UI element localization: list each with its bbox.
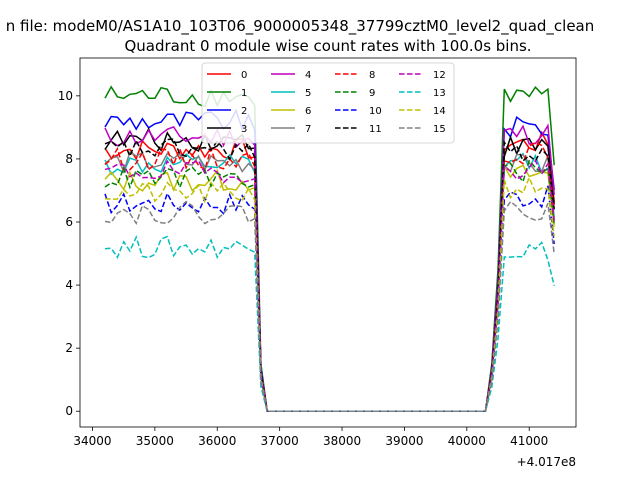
y-tick-label: 4 — [65, 278, 73, 292]
series-line-5 — [104, 152, 555, 412]
series-line-2 — [104, 108, 555, 412]
legend-label-7: 7 — [305, 124, 311, 135]
legend-label-9: 9 — [369, 88, 375, 99]
series-line-3 — [104, 127, 555, 412]
series-line-8 — [104, 141, 555, 412]
legend-label-5: 5 — [305, 88, 311, 99]
x-tick-label: 35000 — [136, 434, 174, 448]
y-tick-label: 2 — [65, 341, 73, 355]
y-tick-label: 0 — [65, 404, 73, 418]
legend-label-10: 10 — [369, 106, 382, 117]
x-tick-label: 37000 — [261, 434, 299, 448]
figure-suptitle: n file: modeM0/AS1A10_103T06_9000005348_… — [6, 17, 595, 36]
legend-box — [201, 62, 455, 144]
x-tick-label: 40000 — [448, 434, 486, 448]
series-line-11 — [104, 138, 555, 412]
legend-label-3: 3 — [241, 124, 247, 135]
y-tick-label: 8 — [65, 152, 73, 166]
legend-label-6: 6 — [305, 106, 311, 117]
y-axis: 0 2 4 6 8 10 — [58, 89, 80, 418]
series-line-13 — [104, 235, 555, 412]
legend-label-8: 8 — [369, 70, 375, 81]
y-tick-label: 10 — [58, 89, 73, 103]
x-tick-label: 36000 — [198, 434, 236, 448]
x-tick-label: 39000 — [385, 434, 423, 448]
legend-label-2: 2 — [241, 106, 247, 117]
series-line-14 — [104, 175, 555, 412]
legend-label-11: 11 — [369, 124, 382, 135]
legend-label-14: 14 — [433, 106, 446, 117]
series-line-0 — [104, 130, 555, 412]
x-axis: 34000 35000 36000 37000 38000 39000 40000 41000 — [73, 427, 548, 448]
legend-label-13: 13 — [433, 88, 446, 99]
legend-label-15: 15 — [433, 124, 446, 135]
series-line-7 — [104, 151, 555, 412]
series-line-15 — [104, 200, 555, 412]
x-tick-label: 34000 — [73, 434, 111, 448]
chart-title: Quadrant 0 module wise count rates with … — [124, 37, 531, 55]
legend-label-1: 1 — [241, 88, 247, 99]
x-offset-label: +4.017e8 — [517, 455, 576, 469]
x-tick-label: 38000 — [323, 434, 361, 448]
x-tick-label: 41000 — [510, 434, 548, 448]
legend-label-0: 0 — [241, 70, 247, 81]
y-tick-label: 6 — [65, 215, 73, 229]
series-line-12 — [104, 159, 555, 412]
series-line-9 — [104, 159, 555, 412]
legend-label-4: 4 — [305, 70, 311, 81]
legend-label-12: 12 — [433, 70, 446, 81]
series-layer — [104, 85, 555, 412]
plot-frame — [79, 57, 577, 428]
